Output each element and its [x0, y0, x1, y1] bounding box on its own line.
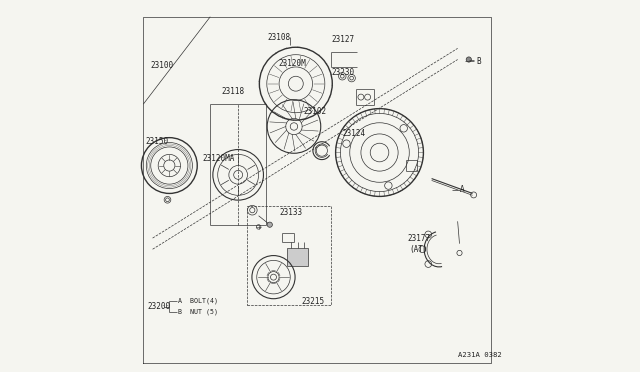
- Text: A231A 0382: A231A 0382: [458, 352, 501, 358]
- Text: 23120MA: 23120MA: [203, 154, 235, 163]
- Text: 23215: 23215: [301, 297, 324, 306]
- Text: 23150: 23150: [145, 137, 168, 146]
- Text: 23124: 23124: [342, 129, 365, 138]
- Circle shape: [267, 222, 273, 227]
- Text: 23133: 23133: [279, 208, 302, 217]
- Text: 23108: 23108: [268, 33, 291, 42]
- Text: B  NUT (5): B NUT (5): [178, 308, 218, 315]
- Text: (AT): (AT): [410, 245, 428, 254]
- Text: 23200: 23200: [147, 302, 170, 311]
- Text: A: A: [460, 185, 464, 194]
- Text: 23118: 23118: [221, 87, 244, 96]
- Text: 23120M: 23120M: [278, 59, 306, 68]
- Text: 23102: 23102: [303, 107, 326, 116]
- Text: 23127: 23127: [331, 35, 355, 44]
- Text: A  BOLT(4): A BOLT(4): [178, 297, 218, 304]
- Circle shape: [466, 57, 472, 62]
- Text: B: B: [476, 57, 481, 66]
- Text: 23230: 23230: [331, 68, 355, 77]
- Text: 23177: 23177: [408, 234, 431, 243]
- FancyBboxPatch shape: [287, 248, 308, 266]
- Text: 23100: 23100: [151, 61, 174, 70]
